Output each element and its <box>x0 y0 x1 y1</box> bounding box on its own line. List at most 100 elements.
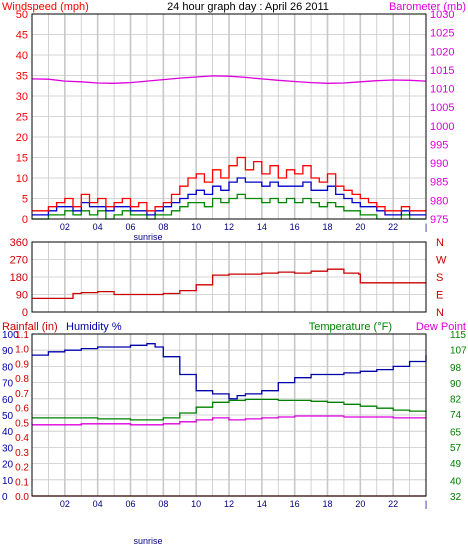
humidity-tick-label: 10 <box>2 476 14 487</box>
x-tick-label: 08 <box>158 222 168 232</box>
x-tick-label: 16 <box>290 499 300 509</box>
x-tick-label: 22 <box>388 222 398 232</box>
x-tick-label: 20 <box>355 499 365 509</box>
temperature-series <box>32 398 427 421</box>
windspeed-tick-label: 10 <box>16 173 28 185</box>
humidity-tick-label: 70 <box>2 379 14 390</box>
barometer-tick-label: 1000 <box>430 121 454 133</box>
barometer-axis-label: Barometer (mb) <box>389 1 466 13</box>
x-tick-label: 12 <box>224 499 234 509</box>
direction-tick-label: 360 <box>10 237 28 249</box>
temperature-tick-label: 90 <box>450 379 462 390</box>
direction-tick-label: 90 <box>16 290 28 302</box>
x-tick-label: 06 <box>125 499 135 509</box>
humidity-tick-label: 0 <box>2 492 8 503</box>
x-tick-label: 12 <box>224 222 234 232</box>
barometer-tick-label: 1025 <box>430 28 454 40</box>
rainfall-tick-label: 0.7 <box>15 389 29 400</box>
rainfall-tick-label: 0.3 <box>15 448 29 459</box>
wind-direction-series <box>32 268 426 300</box>
humidity-tick-label: 30 <box>2 443 14 454</box>
windspeed-axis-label: Windspeed (mph) <box>2 1 89 13</box>
humidity-tick-label: 40 <box>2 427 14 438</box>
wind-gust-series <box>32 177 426 216</box>
x-tick-label: 22 <box>388 499 398 509</box>
wind-speed-series <box>32 156 426 212</box>
rainfall-tick-label: 0.5 <box>15 418 29 429</box>
direction-frame <box>31 241 427 313</box>
x-tick-label: 20 <box>355 222 365 232</box>
humidity-tick-label: 100 <box>2 330 19 341</box>
temperature-axis-label: Temperature (°F) <box>309 321 392 333</box>
windspeed-tick-label: 35 <box>16 71 28 83</box>
dew-point-axis-label: Dew Point <box>416 321 466 333</box>
windspeed-tick-label: 0 <box>22 214 28 226</box>
compass-tick-label: W <box>436 255 447 267</box>
rainfall-tick-label: 0.1 <box>15 477 29 488</box>
temperature-tick-label: 115 <box>450 330 466 341</box>
sunrise-annotation: sunrise <box>133 232 162 242</box>
x-tick-label: 08 <box>158 499 168 509</box>
temperature-tick-label: 74 <box>450 410 462 421</box>
direction-tick-label: 180 <box>10 272 28 284</box>
rainfall-tick-label: 0.0 <box>15 492 29 503</box>
compass-tick-label: N <box>436 307 444 319</box>
barometer-tick-label: 1020 <box>430 46 454 58</box>
barometer-tick-label: 985 <box>430 177 448 189</box>
compass-tick-label: N <box>436 237 444 249</box>
x-tick-label: 10 <box>191 222 201 232</box>
barometer-tick-label: 1030 <box>430 9 454 21</box>
x-tick-label: 18 <box>322 499 332 509</box>
x-tick-label: | <box>425 499 427 509</box>
barometer-tick-label: 1005 <box>430 102 454 114</box>
rainfall-tick-label: 1.0 <box>15 345 29 356</box>
x-tick-label: 02 <box>60 222 70 232</box>
x-tick-label: 16 <box>290 222 300 232</box>
humidity-tick-label: 80 <box>2 362 14 373</box>
barometer-tick-label: 1015 <box>430 65 454 77</box>
humidity-series <box>32 343 427 400</box>
temperature-tick-label: 40 <box>450 476 462 487</box>
sunrise-annotation: sunrise <box>133 536 162 546</box>
humidity-axis-label: Humidity % <box>66 321 122 333</box>
rainfall-tick-label: 0.8 <box>15 374 29 385</box>
temperature-tick-label: 107 <box>450 346 467 357</box>
windspeed-tick-label: 5 <box>22 194 28 206</box>
x-tick-label: 14 <box>257 499 267 509</box>
x-tick-label: 10 <box>191 499 201 509</box>
rainfall-tick-label: 0.6 <box>15 404 29 415</box>
temperature-tick-label: 82 <box>450 394 462 405</box>
chart-title: 24 hour graph day : April 26 2011 <box>167 1 329 13</box>
windspeed-tick-label: 30 <box>16 91 28 103</box>
windspeed-tick-label: 50 <box>16 9 28 21</box>
rainfall-tick-label: 1.1 <box>15 330 29 341</box>
barometer-tick-label: 990 <box>430 158 448 170</box>
rainfall-axis-label: Rainfall (in) <box>2 321 58 333</box>
rainfall-tick-label: 0.9 <box>15 359 29 370</box>
compass-tick-label: E <box>436 290 443 302</box>
humidity-tick-label: 20 <box>2 460 14 471</box>
compass-tick-label: S <box>436 272 443 284</box>
windspeed-tick-label: 40 <box>16 50 28 62</box>
barometer-tick-label: 980 <box>430 195 448 207</box>
humidity-tick-label: 90 <box>2 346 14 357</box>
windspeed-tick-label: 45 <box>16 30 28 42</box>
temperature-tick-label: 65 <box>450 428 462 439</box>
temperature-tick-label: 57 <box>450 443 462 454</box>
barometer-tick-label: 1010 <box>430 84 454 96</box>
x-tick-label: 06 <box>125 222 135 232</box>
direction-tick-label: 0 <box>22 307 28 319</box>
barometer-tick-label: 995 <box>430 139 448 151</box>
temperature-tick-label: 49 <box>450 459 462 470</box>
x-tick-label: 18 <box>322 222 332 232</box>
x-tick-label: 04 <box>93 222 103 232</box>
windspeed-tick-label: 20 <box>16 132 28 144</box>
wind-frame <box>31 13 427 220</box>
x-tick-label: 14 <box>257 222 267 232</box>
rainfall-tick-label: 0.2 <box>15 463 29 474</box>
wind-low-series <box>32 193 426 220</box>
x-tick-label: 02 <box>60 499 70 509</box>
dew-point-series <box>32 415 426 426</box>
